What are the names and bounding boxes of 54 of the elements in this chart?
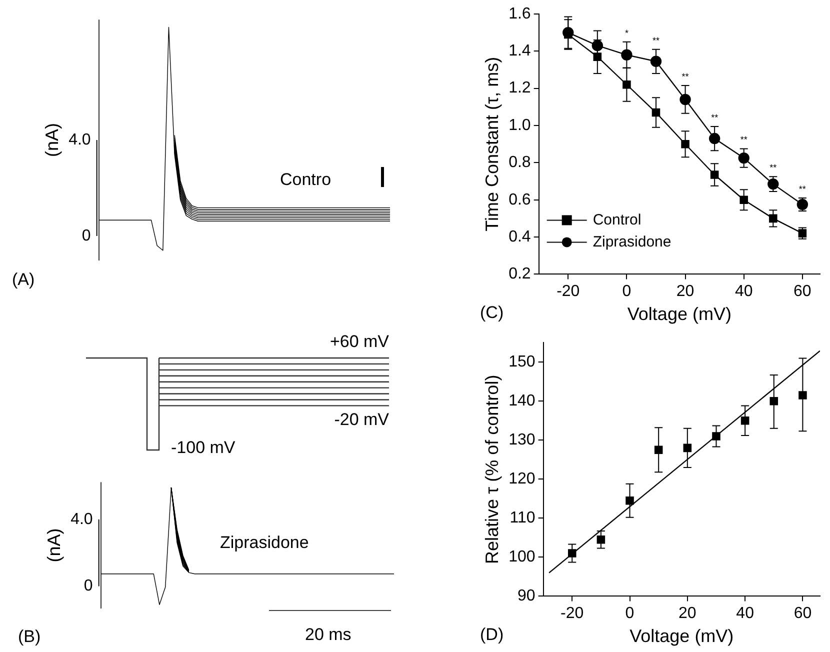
text: 20 ms (305, 625, 352, 644)
y-tick-label: 1.6 (508, 5, 531, 22)
y-tick-label: 120 (508, 470, 536, 488)
y-tick-label: 0 (82, 227, 91, 244)
x-axis-title: Voltage (mV) (630, 626, 734, 646)
annotation: ** (770, 162, 778, 173)
y-axis-title: (nA) (44, 528, 64, 562)
text: (B) (18, 627, 41, 646)
x-tick-label: 20 (676, 283, 694, 300)
annotation: ** (652, 35, 660, 46)
annotation: * (624, 28, 629, 38)
text: -100 mV (171, 438, 236, 458)
x-tick-label: 0 (622, 283, 632, 300)
y-tick-label: 1.4 (508, 42, 531, 60)
y-axis-title: Time Constant (τ, ms) (482, 56, 502, 232)
x-tick-label: 60 (794, 605, 812, 622)
y-tick-label: 0.6 (508, 191, 531, 208)
annotation: Contro (280, 170, 332, 189)
annotation: ** (682, 72, 690, 82)
y-tick-label: 0.8 (508, 154, 531, 172)
text: -20 mV (334, 410, 389, 430)
legend-label: Ziprasidone (592, 233, 672, 250)
text: (A) (12, 270, 35, 289)
x-axis-title: Voltage (mV) (627, 304, 732, 324)
x-tick-label: 20 (678, 605, 696, 622)
y-tick-label: 1.2 (508, 80, 531, 97)
y-tick-label: 0.2 (508, 266, 531, 283)
y-axis-title: Relative τ (% of control) (482, 374, 502, 564)
y-tick-label: 110 (510, 510, 536, 527)
annotation: ** (798, 184, 806, 194)
x-tick-label: 0 (625, 605, 634, 622)
x-tick-label: 40 (734, 283, 753, 300)
annotation: Ziprasidone (220, 533, 309, 552)
y-tick-label: 0.4 (508, 228, 531, 246)
text: (D) (480, 625, 504, 644)
y-tick-label: 150 (508, 354, 536, 371)
y-tick-label: 4.0 (70, 510, 93, 528)
x-tick-label: -20 (556, 283, 580, 300)
y-tick-label: 1.0 (508, 116, 531, 134)
legend-label: Control (592, 211, 642, 228)
annotation: ** (740, 134, 748, 145)
y-tick-label: 140 (508, 392, 536, 410)
annotation: ** (711, 112, 719, 122)
text: (C) (480, 303, 504, 322)
x-tick-label: -20 (560, 605, 584, 622)
y-tick-label: 0 (84, 578, 93, 595)
y-tick-label: 4.0 (68, 131, 91, 148)
y-tick-label: 130 (508, 432, 536, 449)
text: +60 mV (330, 332, 389, 352)
y-tick-label: 90 (518, 588, 536, 605)
x-tick-label: 40 (736, 605, 754, 622)
y-axis-title: (nA) (42, 122, 62, 158)
x-tick-label: 60 (794, 283, 812, 300)
y-tick-label: 100 (508, 548, 536, 566)
